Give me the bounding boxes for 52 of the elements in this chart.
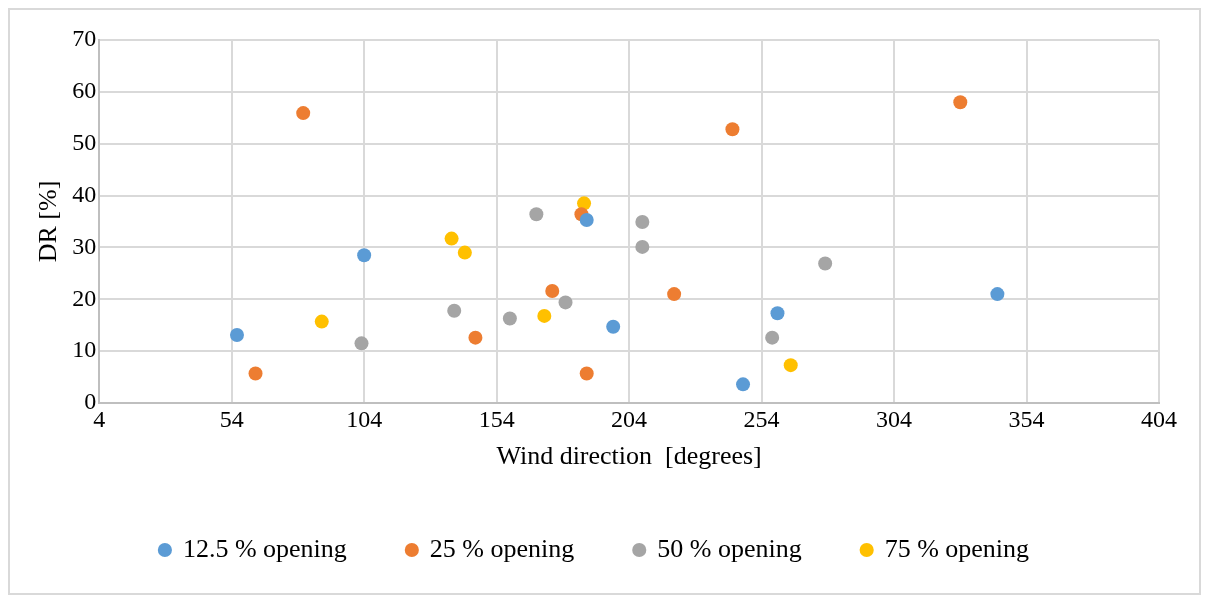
point: [953, 95, 968, 110]
y-tick-label: 10: [72, 336, 97, 363]
point: [606, 319, 621, 334]
point: [537, 308, 552, 323]
x-tick-label: 254: [743, 405, 780, 432]
x-axis-title: Wind direction [degrees]: [496, 441, 762, 471]
point: [667, 287, 682, 302]
point: [354, 336, 369, 351]
point: [635, 215, 650, 230]
y-axis-title: DR [%]: [33, 180, 63, 263]
point: [577, 196, 592, 211]
point: [457, 245, 472, 260]
point: [579, 212, 594, 227]
point: [736, 377, 751, 392]
point: [770, 306, 785, 321]
y-tick-label: 0: [84, 388, 97, 415]
point: [725, 122, 740, 137]
x-tick-label: 104: [346, 405, 383, 432]
point: [579, 366, 594, 381]
legend-label: 25 % opening: [429, 533, 575, 563]
point: [558, 295, 573, 310]
legend-label: 50 % opening: [657, 533, 802, 563]
point: [502, 311, 517, 326]
x-tick-label: 304: [876, 405, 913, 432]
point: [248, 366, 263, 381]
y-tick-label: 40: [72, 180, 97, 207]
y-tick-label: 60: [72, 77, 97, 104]
point: [545, 283, 560, 298]
legend-label: 75 % opening: [884, 533, 1030, 563]
point: [447, 303, 462, 318]
point: [783, 358, 798, 373]
y-tick-label: 70: [72, 25, 97, 52]
point: [444, 231, 459, 246]
point: [229, 328, 244, 343]
x-tick-label: 54: [219, 405, 244, 432]
point: [296, 106, 311, 121]
x-tick-label: 154: [478, 405, 515, 432]
x-tick-label: 404: [1141, 405, 1177, 432]
point: [529, 207, 544, 222]
point: [314, 314, 329, 329]
x-tick-label: 204: [611, 405, 648, 432]
point: [990, 287, 1005, 302]
point: [818, 256, 833, 271]
y-tick-label: 50: [72, 129, 97, 156]
y-tick-label: 20: [72, 284, 97, 311]
point: [357, 248, 372, 263]
point: [468, 330, 483, 345]
legend-label: 12.5 % opening: [182, 533, 347, 563]
y-tick-label: 30: [72, 232, 97, 259]
point: [635, 239, 650, 254]
x-tick-label: 354: [1008, 405, 1045, 432]
point: [765, 330, 780, 345]
